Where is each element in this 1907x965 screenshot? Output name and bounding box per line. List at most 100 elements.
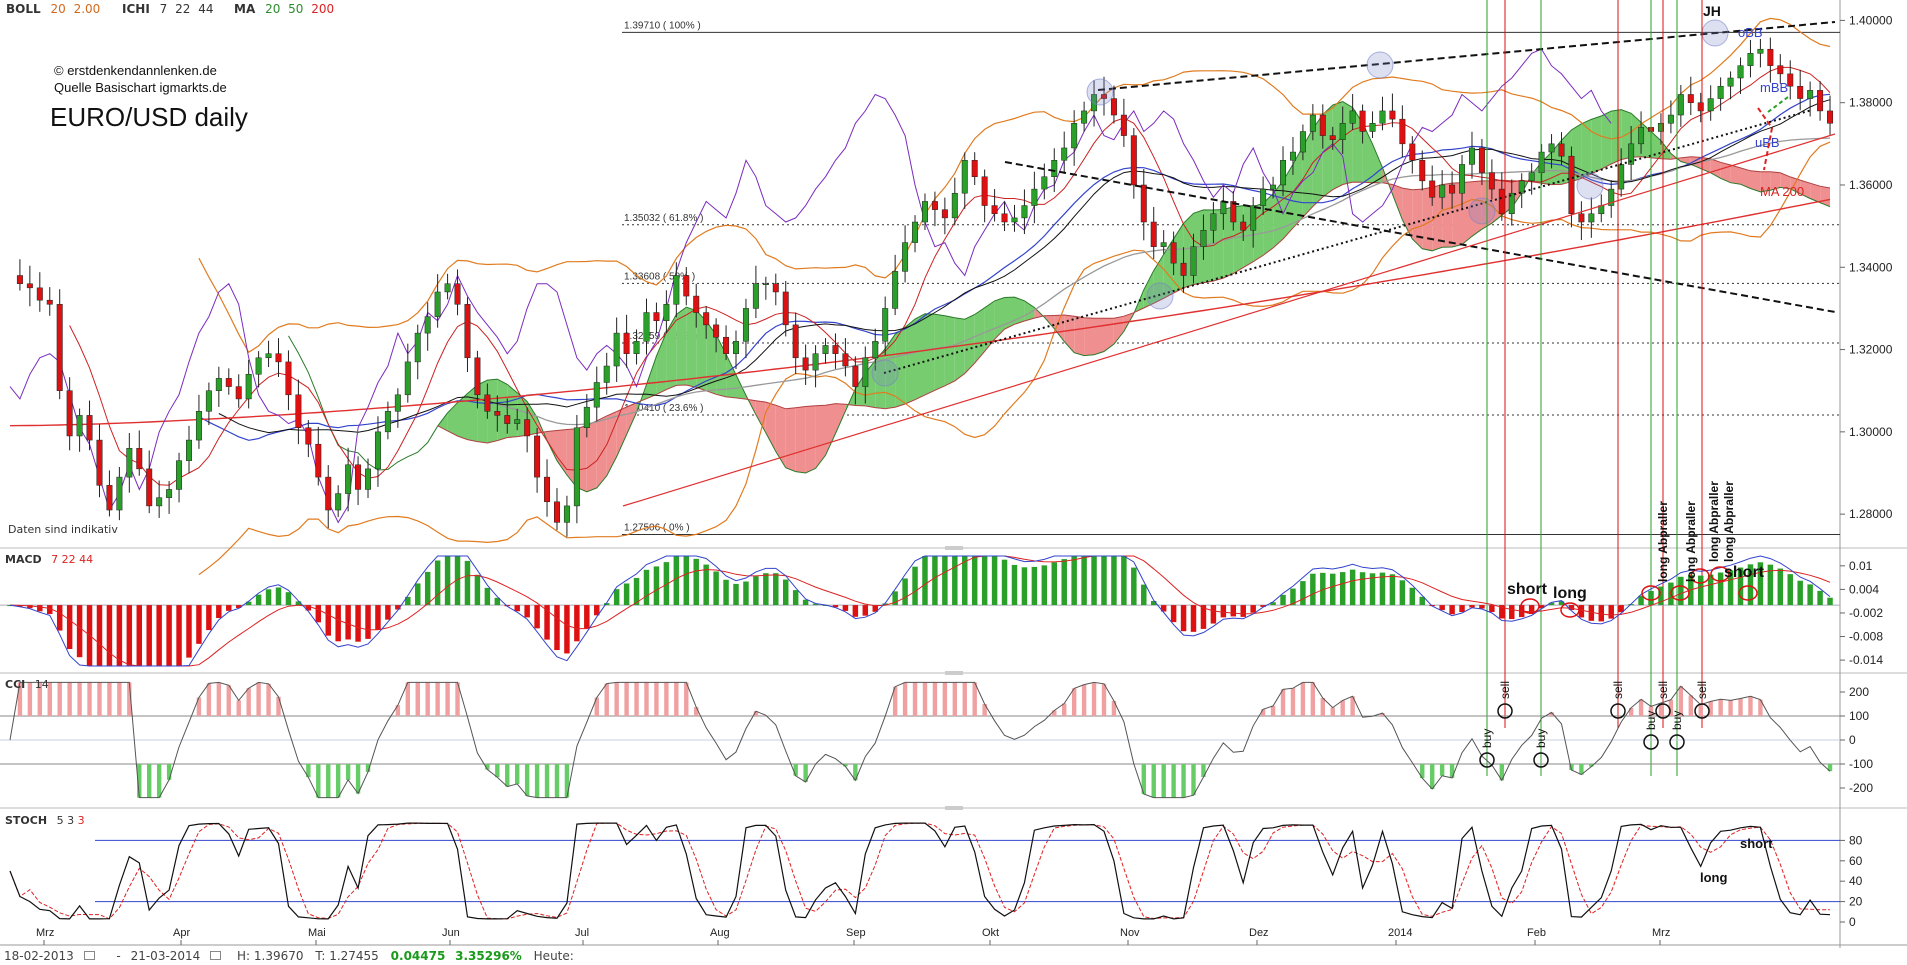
change-pct: 3.35296% <box>455 948 522 963</box>
macd-histogram-bar <box>1638 595 1644 606</box>
cci-overbought-area <box>256 682 261 716</box>
ichimoku-cloud-red <box>1452 182 1462 247</box>
cci-signal-circle <box>1655 703 1671 719</box>
macd-histogram-bar <box>265 589 272 606</box>
cci-y-tick-label: 0 <box>1849 733 1856 747</box>
cci-overbought-area <box>892 686 898 716</box>
cci-overbought-area <box>912 682 918 716</box>
x-axis-month-label: Mrz <box>36 927 54 939</box>
macd-histogram-bar <box>1807 584 1813 606</box>
cci-signal-label: sell <box>1611 681 1625 699</box>
ichimoku-cloud-red <box>1462 181 1472 245</box>
ichimoku-cloud-red <box>815 405 826 469</box>
candle-body <box>1349 110 1356 124</box>
candle-body <box>166 489 173 498</box>
macd-histogram-bar <box>405 596 411 606</box>
candle-body <box>1737 65 1744 79</box>
candle-body <box>255 357 262 375</box>
mbb-label: mBB <box>1760 80 1788 95</box>
candle-body <box>86 415 93 441</box>
macd-param-1: 7 <box>51 553 59 566</box>
macd-signal-marker <box>1690 568 1710 584</box>
stoch-long-label: long <box>1700 870 1727 885</box>
candle-body <box>1130 135 1137 186</box>
ichimoku-cloud-red <box>1392 184 1403 220</box>
cci-signal-circle <box>1610 703 1626 719</box>
macd-panel-label[interactable]: MACD 7 22 44 <box>5 553 93 566</box>
candle-body <box>1329 135 1336 140</box>
macd-histogram-bar <box>245 601 252 606</box>
ichi-param-2: 22 <box>175 2 191 16</box>
candle-body <box>1628 143 1635 165</box>
ichi-indicator-label[interactable]: ICHI 7 22 44 <box>122 2 217 16</box>
ichi-param-3: 44 <box>198 2 214 16</box>
cci-overbought-area <box>276 696 281 716</box>
candle-body <box>802 357 809 371</box>
stoch-panel-label[interactable]: STOCH 5 3 3 <box>5 814 85 827</box>
ichimoku-cloud-green <box>915 313 925 400</box>
cci-overbought-area <box>1628 707 1634 716</box>
cci-oversold-area <box>1181 764 1186 798</box>
cci-overbought-area <box>1708 701 1713 716</box>
candle-body <box>116 476 123 511</box>
macd-histogram-bar <box>1071 556 1077 606</box>
forecast-down-arrow <box>1757 107 1774 171</box>
cci-panel-label[interactable]: CCI 14 <box>5 678 49 691</box>
cci-oversold-area <box>365 764 371 772</box>
cci-overbought-area <box>1688 695 1693 716</box>
macd-histogram-bar <box>554 605 560 651</box>
candle-body <box>1120 114 1127 136</box>
macd-histogram-bar <box>37 605 43 612</box>
macd-histogram-bar <box>1320 572 1326 606</box>
cci-oversold-area <box>485 764 490 770</box>
ichimoku-cloud-red <box>1770 171 1781 191</box>
macd-histogram-bar <box>96 605 103 666</box>
ichimoku-cloud-green <box>457 393 468 440</box>
candle-body <box>1807 90 1814 99</box>
cci-oversold-area <box>793 764 798 776</box>
candle-body <box>1011 217 1018 223</box>
macd-histogram-bar <box>1300 581 1306 606</box>
macd-histogram-bar <box>305 605 312 611</box>
macd-histogram-bar <box>1369 573 1376 606</box>
cci-overbought-area <box>634 682 639 716</box>
candle-body <box>176 460 183 490</box>
ma-indicator-label[interactable]: MA 20 50 200 <box>234 2 338 16</box>
macd-histogram-bar <box>1548 602 1555 606</box>
candle-body <box>1717 85 1724 99</box>
cci-overbought-area <box>902 682 908 716</box>
macd-histogram-bar <box>186 605 192 658</box>
cci-signal-circle <box>1479 752 1495 768</box>
cci-overbought-area <box>1081 684 1087 716</box>
touch-point-circle <box>1576 172 1604 200</box>
macd-histogram-bar <box>594 605 600 616</box>
macd-histogram-bar <box>782 579 789 606</box>
ichimoku-cloud-red <box>1680 156 1691 165</box>
ichimoku-cloud-red <box>1432 184 1443 251</box>
macd-histogram-bar <box>116 605 123 666</box>
candle-body <box>454 283 461 305</box>
boll-indicator-label[interactable]: BOLL 20 2.00 <box>6 2 104 16</box>
macd-histogram-bar <box>1499 605 1505 619</box>
macd-histogram-bar <box>355 605 361 642</box>
macd-histogram-bar <box>792 590 799 606</box>
ma-param-20: 20 <box>265 2 281 16</box>
cci-oversold-area <box>1439 764 1445 776</box>
candle-body <box>126 448 133 478</box>
candle-body <box>902 242 909 272</box>
cci-overbought-area <box>952 682 958 716</box>
ichimoku-cloud-red <box>795 406 806 473</box>
calendar-to-icon[interactable] <box>210 951 222 960</box>
candle-body <box>1339 123 1346 140</box>
candle-body <box>205 390 212 412</box>
candle-body <box>1160 242 1167 247</box>
cci-overbought-area <box>405 682 410 716</box>
candle-body <box>414 332 421 363</box>
price-y-tick-label: 1.34000 <box>1849 260 1893 274</box>
calendar-from-icon[interactable] <box>83 951 95 960</box>
cci-overbought-area <box>1718 699 1723 716</box>
cci-overbought-area <box>1658 703 1664 716</box>
macd-histogram-bar <box>1697 575 1704 606</box>
candle-body <box>106 485 113 511</box>
macd-histogram-bar <box>932 556 938 606</box>
